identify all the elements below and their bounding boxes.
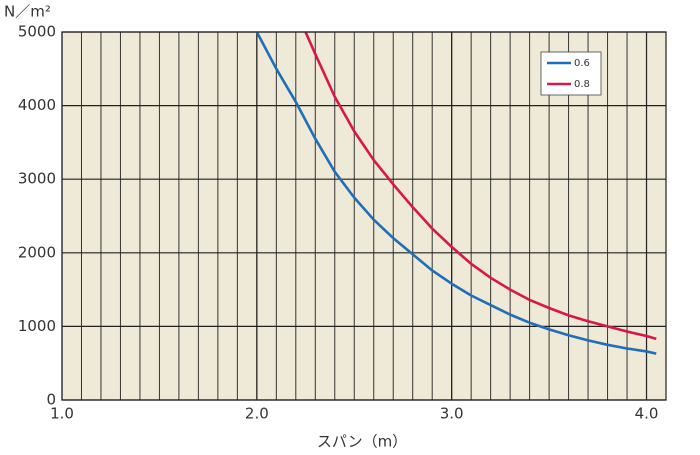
- x-tick-label: 2.0: [245, 405, 269, 423]
- y-tick-label: 0: [46, 391, 56, 409]
- y-axis-title: N／m²: [4, 3, 51, 21]
- y-tick-label: 4000: [18, 96, 56, 114]
- legend-label: 0.8: [574, 79, 590, 90]
- legend-label: 0.6: [574, 58, 590, 69]
- y-tick-label: 5000: [18, 23, 56, 41]
- x-tick-label: 4.0: [635, 405, 659, 423]
- legend: 0.6 0.8: [540, 51, 602, 96]
- data-line: [304, 31, 657, 341]
- y-tick-label: 2000: [18, 243, 56, 261]
- y-tick-label: 1000: [18, 317, 56, 335]
- legend-box: [540, 51, 602, 96]
- x-axis-title: スパン（m）: [317, 433, 407, 451]
- data-line: [255, 31, 657, 355]
- lines: [255, 31, 657, 355]
- y-tick-label: 3000: [18, 170, 56, 188]
- x-tick-label: 1.0: [50, 405, 74, 423]
- x-tick-label: 3.0: [440, 405, 464, 423]
- plot-frame: [61, 31, 667, 401]
